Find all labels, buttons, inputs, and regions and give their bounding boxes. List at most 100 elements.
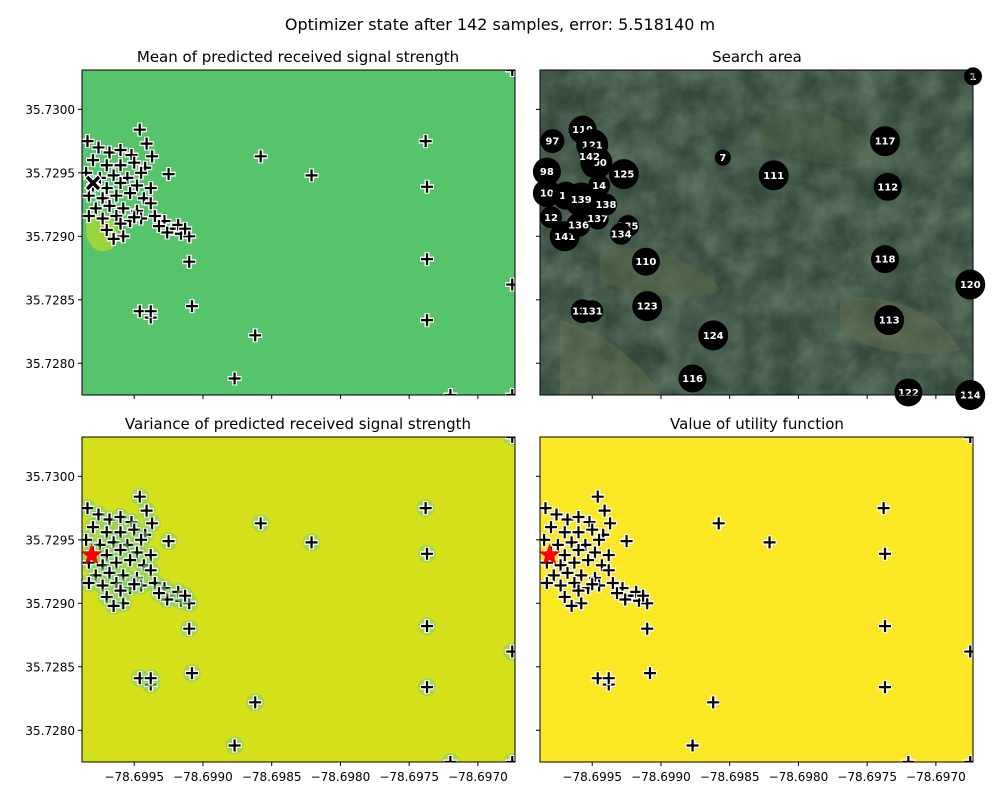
search-point-circle xyxy=(871,245,900,274)
search-xaxis-ticks xyxy=(591,395,937,399)
search-point: 116 xyxy=(678,364,707,393)
sample-point xyxy=(246,693,265,712)
sample-point xyxy=(636,588,651,603)
sample-plus xyxy=(185,300,198,313)
sample-point xyxy=(585,522,600,537)
satellite-clearing-3 xyxy=(760,110,870,164)
sample-plus xyxy=(565,536,578,549)
search-point: 138 xyxy=(594,193,617,216)
sample-plus xyxy=(144,549,157,562)
sample-point xyxy=(113,175,128,190)
sample-plus xyxy=(572,510,585,523)
utility-xaxis: −78.6995 −78.6990 −78.6985 −78.6980 −78.6975… xyxy=(562,762,966,784)
sample-point xyxy=(127,210,142,225)
sample-plus xyxy=(107,232,120,245)
panel-variance: Variance of predicted received signal st… xyxy=(25,415,516,784)
sample-point xyxy=(124,148,139,163)
sample-plus xyxy=(877,502,890,515)
figure-suptitle: Optimizer state after 142 samples, error… xyxy=(285,15,715,34)
sample-point xyxy=(503,642,515,661)
sample-plus xyxy=(133,123,146,136)
sample-point xyxy=(116,229,131,244)
sample-plus xyxy=(135,166,148,179)
search-point-circle xyxy=(539,206,562,229)
sample-plus xyxy=(110,556,123,569)
sample-plus xyxy=(117,202,130,215)
sample-plus xyxy=(82,576,95,589)
search-point-label: 125 xyxy=(613,170,634,181)
sample-plus xyxy=(100,526,113,539)
sample-point xyxy=(143,304,158,319)
sample-point xyxy=(125,575,144,594)
sample-point xyxy=(82,208,96,223)
sample-plus xyxy=(144,564,157,577)
sample-point xyxy=(609,586,624,601)
sample-point xyxy=(416,499,435,518)
sample-point xyxy=(151,219,166,234)
xtick-label: −78.6985 xyxy=(242,770,302,784)
sample-point xyxy=(134,165,149,180)
sample-point xyxy=(143,181,158,196)
xtick-label: −78.6995 xyxy=(104,770,164,784)
sample-plus xyxy=(305,169,318,182)
sample-plus xyxy=(421,620,434,633)
search-frame xyxy=(539,69,974,396)
search-point-circle xyxy=(873,172,902,201)
search-point: 12 xyxy=(539,206,562,229)
sample-plus xyxy=(588,546,601,559)
utility-sample-markers xyxy=(540,437,973,762)
sample-plus xyxy=(128,578,141,591)
search-point: 134 xyxy=(610,222,633,245)
search-point-circle xyxy=(955,269,986,300)
sample-point xyxy=(564,598,579,613)
sample-plus xyxy=(547,569,560,582)
sample-plus xyxy=(568,576,581,589)
sample-point xyxy=(139,136,154,151)
sample-point xyxy=(540,501,553,516)
sample-plus xyxy=(114,159,127,172)
sample-point xyxy=(420,252,435,267)
sample-plus xyxy=(125,149,138,162)
sample-point xyxy=(571,583,586,598)
sample-plus xyxy=(140,504,153,517)
sample-point xyxy=(99,222,114,237)
variance-background xyxy=(82,437,515,762)
sample-point xyxy=(567,555,582,570)
search-point-circle xyxy=(610,222,633,245)
sample-point xyxy=(123,186,138,201)
search-point: 97 xyxy=(540,129,565,154)
sample-plus xyxy=(964,756,973,762)
sample-plus xyxy=(183,230,196,243)
sample-plus xyxy=(582,554,595,567)
sample-point xyxy=(543,520,558,535)
sample-plus xyxy=(183,622,196,635)
search-point-label: 139 xyxy=(571,195,592,206)
sample-point xyxy=(601,563,616,578)
sample-plus xyxy=(162,535,175,548)
sample-point xyxy=(963,644,973,659)
search-point-circle xyxy=(698,320,729,351)
sample-plus xyxy=(82,209,95,222)
search-point: 7 xyxy=(714,149,731,166)
sample-plus xyxy=(133,490,146,503)
sample-plus xyxy=(114,543,127,556)
sample-plus xyxy=(540,576,553,589)
ytick-label: 35.7300 xyxy=(25,103,75,117)
search-point-circle xyxy=(678,364,707,393)
sample-plus xyxy=(103,146,116,159)
sample-plus xyxy=(89,202,102,215)
sample-plus xyxy=(114,176,127,189)
sample-point xyxy=(553,558,568,573)
variance-frame xyxy=(81,436,516,763)
sample-point xyxy=(88,201,103,216)
sample-plus xyxy=(619,593,632,606)
search-point-label: 98 xyxy=(540,167,554,178)
xtick-label: −78.6985 xyxy=(700,770,760,784)
xtick-label: −78.6980 xyxy=(769,770,829,784)
sample-plus xyxy=(620,535,633,548)
sample-point xyxy=(550,537,565,552)
search-point-label: 119 xyxy=(572,125,593,136)
sample-plus xyxy=(103,566,116,579)
mean-xaxis-ticks xyxy=(133,395,479,399)
